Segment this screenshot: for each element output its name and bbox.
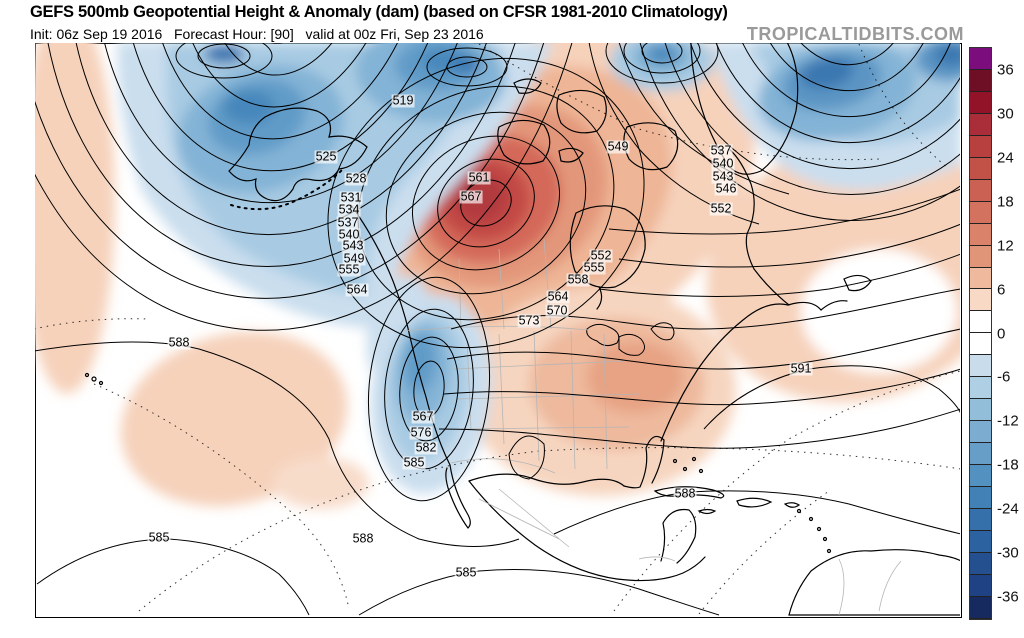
contour-label: 585 — [402, 455, 426, 470]
colorbar-tick-label: -36 — [997, 588, 1019, 606]
colorbar-segment — [970, 48, 991, 70]
contour-label: 588 — [167, 335, 191, 350]
contour-label: 531 — [339, 190, 363, 205]
colorbar-segment — [970, 487, 991, 510]
colorbar-segment — [970, 421, 991, 444]
colorbar-tick-label: -12 — [997, 412, 1019, 430]
colorbar-segment — [970, 574, 991, 597]
contour-label: 552 — [589, 248, 613, 263]
contour-label: 564 — [546, 289, 570, 304]
colorbar-tick-label: 12 — [997, 237, 1014, 255]
colorbar-tick-label: -18 — [997, 456, 1019, 474]
contour-label: 576 — [409, 425, 433, 440]
contour-label: 582 — [414, 440, 438, 455]
contour-label: 573 — [517, 313, 541, 328]
colorbar-segment — [970, 530, 991, 553]
colorbar-segment — [970, 509, 991, 531]
contour-label: 549 — [342, 251, 366, 266]
contour-label: 588 — [673, 486, 697, 501]
colorbar-segment — [970, 91, 991, 114]
coastlines — [85, 43, 961, 617]
anomaly-shading — [35, 43, 961, 510]
contour-label: 570 — [545, 303, 569, 318]
contour-label: 549 — [606, 139, 630, 154]
colorbar-tick-label: 18 — [997, 193, 1014, 211]
colorbar-segment — [970, 69, 991, 92]
contour-label: 519 — [391, 93, 415, 108]
contour-label: 561 — [467, 170, 491, 185]
colorbar-tick-label: -6 — [997, 368, 1011, 386]
page-title: GEFS 500mb Geopotential Height & Anomaly… — [30, 3, 728, 21]
contour-label: 555 — [582, 260, 606, 275]
height-contours — [35, 43, 961, 616]
contour-label: 567 — [411, 409, 435, 424]
contour-label: 537 — [709, 143, 733, 158]
colorbar-segment — [970, 223, 991, 246]
contour-label: 555 — [337, 262, 361, 277]
contour-label: 564 — [345, 282, 369, 297]
colorbar-segment — [970, 465, 991, 488]
init-valid-line: Init: 06z Sep 19 2016 Forecast Hour: [90… — [30, 26, 484, 42]
contour-label: 567 — [459, 189, 483, 204]
colorbar-tick-label: 24 — [997, 149, 1014, 167]
colorbar-segment — [970, 399, 991, 422]
contour-label: 558 — [566, 272, 590, 287]
contour-label: 534 — [337, 202, 361, 217]
colorbar-segment — [970, 552, 991, 575]
contour-label: 537 — [336, 215, 360, 230]
colorbar-segment — [970, 157, 991, 180]
colorbar-segment — [970, 179, 991, 202]
colorbar-segment — [970, 311, 991, 334]
colorbar-segment — [970, 443, 991, 466]
colorbar-tick-label: 6 — [997, 281, 1006, 299]
tropicaltidbits-watermark: TROPICALTIDBITS.COM — [746, 24, 964, 44]
contour-label: 543 — [711, 169, 735, 184]
colorbar-tick-label: -24 — [997, 500, 1019, 518]
colorbar-segment — [970, 267, 991, 290]
colorbar-segment — [970, 355, 991, 378]
colorbar-tick-label: -30 — [997, 544, 1019, 562]
colorbar-segment — [970, 377, 991, 400]
contour-label: 528 — [344, 171, 368, 186]
contour-label: 540 — [337, 227, 361, 242]
contour-label: 588 — [351, 531, 375, 546]
colorbar-segment — [970, 596, 991, 619]
contour-label: 585 — [454, 565, 478, 580]
colorbar-tick-label: 30 — [997, 105, 1014, 123]
colorbar-segment — [970, 289, 991, 312]
colorbar-tick-label: 0 — [997, 325, 1006, 342]
contour-label: 552 — [709, 201, 733, 216]
contour-label: 543 — [341, 238, 365, 253]
colorbar-segment — [970, 333, 991, 356]
colorbar-segment — [970, 113, 991, 136]
colorbar-segment — [970, 201, 991, 224]
contour-label: 546 — [714, 181, 738, 196]
colorbar-segment — [970, 245, 991, 268]
map-panel: 519 525 528 531 534 537 540 543 549 555 564 561 567 5… — [35, 43, 962, 618]
contour-label: 540 — [711, 156, 735, 171]
contour-label: 585 — [147, 530, 171, 545]
contour-label: 525 — [314, 149, 338, 164]
colorbar-segment — [970, 135, 991, 158]
colorbar-tick-label: 36 — [997, 61, 1014, 79]
contour-label: 591 — [789, 361, 813, 376]
anomaly-colorbar: 36 30 24 18 12 6 0 -6 -12 -18 -24 -30 -36 — [969, 47, 1019, 620]
